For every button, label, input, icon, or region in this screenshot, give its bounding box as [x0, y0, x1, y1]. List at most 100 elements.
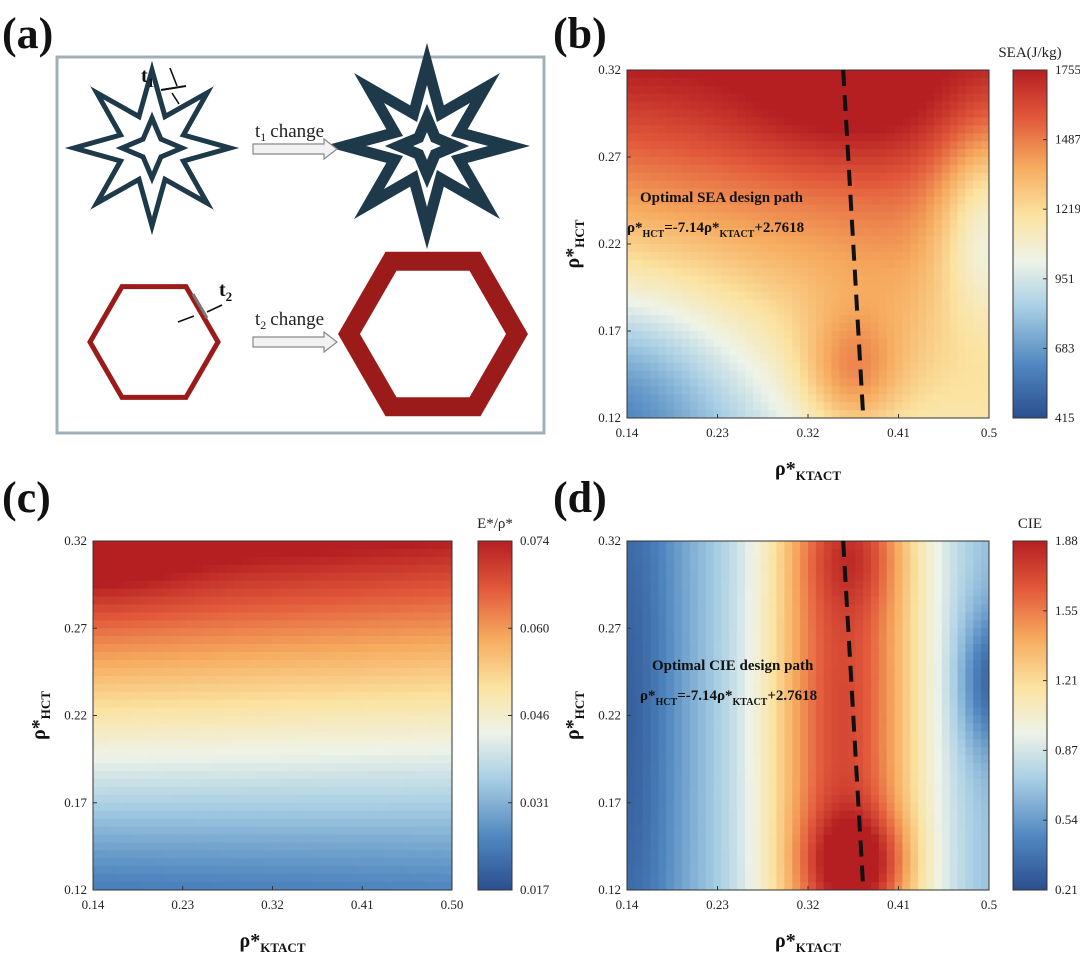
- heatmap-cell: [760, 180, 770, 190]
- heatmap-cell: [697, 362, 707, 372]
- heatmap-cell: [784, 228, 793, 237]
- heatmap-cell: [776, 196, 785, 206]
- heatmap-cell: [870, 196, 880, 206]
- heatmap-cell: [855, 338, 864, 348]
- heatmap-cell: [705, 109, 715, 119]
- heatmap-cell: [705, 394, 715, 403]
- heatmap-cell: [342, 707, 352, 717]
- heatmap-cell: [436, 882, 445, 890]
- heatmap-cell: [233, 548, 242, 558]
- heatmap-cell: [264, 541, 274, 550]
- heatmap-cell: [116, 739, 125, 748]
- heatmap-cell: [194, 842, 203, 851]
- y-tick-label: 0.12: [64, 882, 87, 897]
- heatmap-cell: [800, 204, 809, 213]
- heatmap-cell: [729, 70, 738, 79]
- heatmap-cell: [405, 541, 414, 550]
- heatmap-cell: [373, 691, 383, 701]
- heatmap-cell: [847, 70, 856, 79]
- heatmap-cell: [358, 667, 367, 677]
- heatmap-cell: [902, 204, 911, 213]
- heatmap-cell: [697, 620, 707, 629]
- heatmap-cell: [412, 834, 422, 844]
- heatmap-cell: [373, 707, 383, 717]
- heatmap-cell: [752, 164, 762, 174]
- heatmap-cell: [697, 755, 707, 764]
- heatmap-cell: [634, 866, 644, 875]
- heatmap-cell: [674, 157, 683, 166]
- heatmap-cell: [132, 596, 141, 606]
- heatmap-cell: [713, 580, 723, 590]
- heatmap-cell: [100, 541, 110, 550]
- heatmap-cell: [800, 402, 809, 411]
- heatmap-cell: [233, 556, 242, 566]
- heatmap-cell: [760, 882, 770, 890]
- heatmap-cell: [737, 291, 746, 300]
- heatmap-cell: [155, 604, 164, 613]
- star-cell-thin-inner: [115, 111, 189, 185]
- heatmap-cell: [870, 125, 880, 134]
- heatmap-cell: [886, 204, 896, 213]
- heatmap-cell: [436, 572, 445, 582]
- heatmap-cell: [878, 101, 888, 111]
- heatmap-cell: [358, 723, 367, 732]
- heatmap-cell: [729, 564, 738, 574]
- heatmap-cell: [839, 370, 848, 380]
- heatmap-cell: [642, 109, 652, 119]
- heatmap-cell: [171, 548, 180, 558]
- heatmap-cell: [319, 842, 328, 851]
- heatmap-cell: [202, 715, 211, 725]
- heatmap-cell: [319, 715, 328, 725]
- heatmap-cell: [973, 196, 982, 206]
- heatmap-cell: [839, 236, 848, 245]
- heatmap-cell: [752, 834, 762, 844]
- heatmap-cell: [910, 149, 919, 158]
- heatmap-cell: [713, 786, 723, 796]
- heatmap-cell: [295, 874, 305, 883]
- heatmap-cell: [256, 548, 266, 558]
- heatmap-cell: [926, 307, 935, 316]
- heatmap-cell: [650, 117, 660, 126]
- heatmap-cell: [100, 548, 110, 558]
- heatmap-cell: [666, 628, 675, 637]
- heatmap-cell: [642, 172, 652, 182]
- heatmap-cell: [792, 291, 801, 300]
- star-cell-thick-inner: [384, 103, 470, 189]
- heatmap-cell: [760, 315, 770, 324]
- heatmap-cell: [627, 220, 636, 229]
- heatmap-cell: [373, 604, 383, 613]
- heatmap-cell: [839, 149, 848, 158]
- heatmap-cell: [155, 596, 164, 606]
- heatmap-cell: [327, 771, 336, 780]
- x-axis-label: ρ*KTACT: [240, 930, 306, 955]
- heatmap-cell: [831, 117, 841, 126]
- heatmap-cell: [428, 628, 437, 637]
- heatmap-cell: [303, 675, 313, 685]
- heatmap-cell: [878, 307, 888, 316]
- heatmap-cell: [436, 675, 445, 685]
- heatmap-cell: [666, 338, 675, 348]
- heatmap-cell: [689, 386, 699, 395]
- heatmap-cell: [933, 93, 943, 103]
- heatmap-cell: [155, 882, 164, 890]
- heatmap-cell: [342, 580, 352, 590]
- heatmap-cell: [745, 236, 754, 245]
- heatmap-cell: [147, 652, 157, 661]
- heatmap-cell: [225, 628, 235, 637]
- heatmap-cell: [808, 212, 817, 221]
- heatmap-cell: [233, 612, 242, 621]
- heatmap-cell: [350, 580, 359, 590]
- heatmap-cell: [682, 771, 691, 780]
- heatmap-cell: [713, 283, 723, 293]
- heatmap-cell: [186, 596, 196, 606]
- heatmap-cell: [334, 763, 344, 772]
- heatmap-cell: [926, 244, 935, 253]
- heatmap-cell: [776, 338, 785, 348]
- heatmap-cell: [933, 77, 943, 87]
- heatmap-cell: [444, 842, 452, 851]
- heatmap-cell: [381, 723, 391, 732]
- heatmap-cell: [627, 77, 636, 87]
- heatmap-cell: [729, 117, 738, 126]
- heatmap-cell: [249, 818, 258, 828]
- heatmap-cell: [412, 636, 422, 645]
